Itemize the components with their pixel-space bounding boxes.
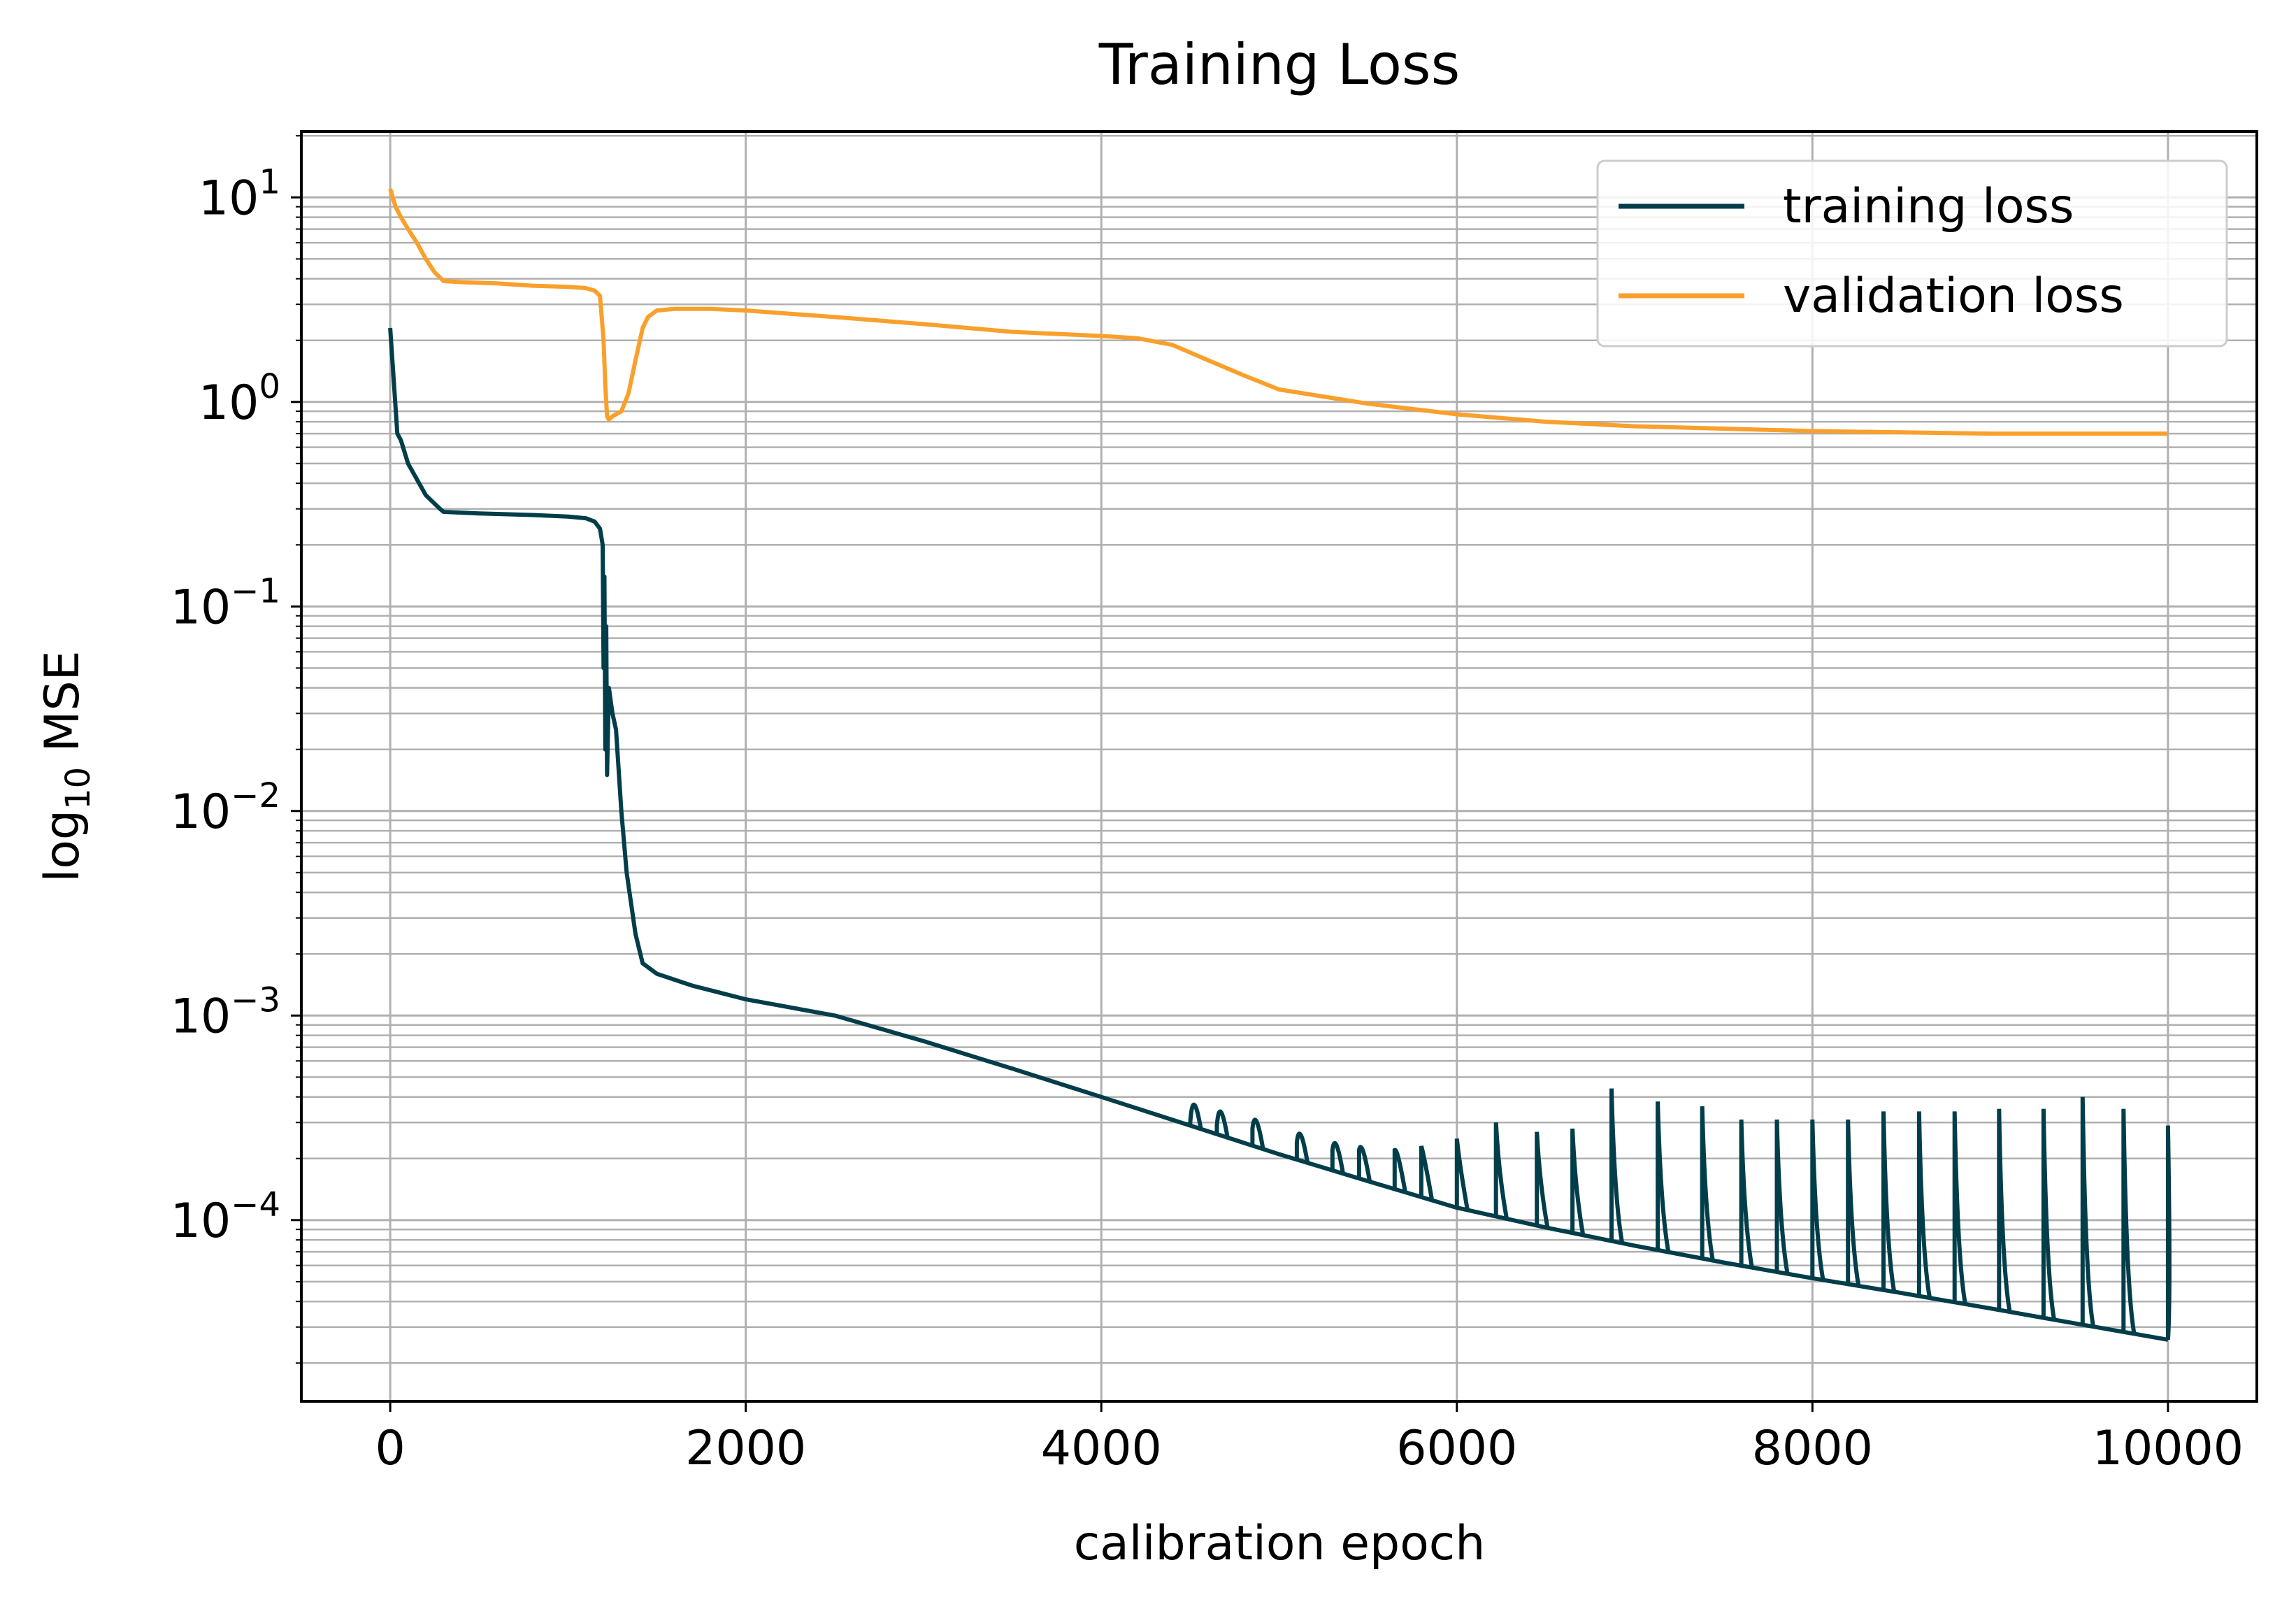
x-tick-label: 8000	[1752, 1421, 1873, 1476]
training-loss-spike	[1916, 1111, 1932, 1299]
series-line-training-loss	[388, 327, 2169, 1342]
legend-label-training-loss: training loss	[1783, 179, 2074, 234]
training-loss-spike	[1846, 1120, 1861, 1287]
training-loss-spike	[1214, 1109, 1230, 1138]
training-loss-spike	[2041, 1108, 2057, 1320]
series-lines	[388, 188, 2172, 1342]
training-loss-spike	[1656, 1101, 1671, 1253]
training-loss-spike	[1419, 1145, 1435, 1201]
y-tick-label: 10−1	[171, 571, 280, 635]
training-loss-spike	[1739, 1120, 1754, 1268]
plot-frame	[300, 130, 2258, 1403]
training-loss-spike	[1294, 1131, 1310, 1164]
training-loss-spike	[1700, 1106, 1715, 1261]
training-loss-spike	[1570, 1128, 1586, 1236]
training-loss-spike	[1535, 1131, 1550, 1229]
training-loss-spike	[1330, 1141, 1345, 1174]
y-tick-label: 100	[199, 367, 280, 431]
series-line-validation-loss	[388, 188, 2168, 436]
y-axis-label: log10 MSE	[35, 650, 98, 882]
y-tick-label-base: 10	[171, 1194, 231, 1249]
x-tick-label: 4000	[1041, 1421, 1162, 1476]
training-loss-spike	[1774, 1120, 1790, 1275]
y-tick-label: 101	[199, 162, 280, 226]
grid	[301, 131, 2257, 1401]
y-tick-label-exponent: −1	[231, 571, 280, 610]
x-tick-label: 10000	[2093, 1421, 2244, 1476]
training-loss-spike	[1356, 1145, 1372, 1182]
y-axis-label-rest: MSE	[35, 650, 90, 766]
training-loss-spike	[1392, 1147, 1407, 1193]
training-loss-spike	[2165, 1125, 2172, 1340]
y-axis-label-subscript: 10	[59, 767, 98, 810]
y-tick-label-exponent: −2	[231, 776, 280, 815]
training-loss-spike	[1454, 1138, 1470, 1211]
x-tick-label: 2000	[685, 1421, 806, 1476]
y-tick-label-base: 10	[199, 376, 259, 431]
x-tick-label: 6000	[1396, 1421, 1517, 1476]
training-loss-spike	[2080, 1096, 2096, 1327]
training-loss-spike	[1609, 1088, 1625, 1244]
y-tick-label-base: 10	[171, 989, 231, 1044]
y-tick-label: 10−3	[171, 980, 280, 1044]
y-tick-label-exponent: 1	[259, 162, 280, 201]
training-loss-spike	[1493, 1122, 1509, 1220]
y-tick-label-exponent: −4	[231, 1185, 280, 1224]
legend: training loss validation loss	[1596, 159, 2228, 348]
y-tick-label-base: 10	[171, 580, 231, 635]
y-tick-label-exponent: −3	[231, 980, 280, 1020]
y-tick-label-exponent: 0	[259, 367, 280, 406]
y-tick-label-base: 10	[171, 785, 231, 840]
y-tick-label: 10−4	[171, 1185, 280, 1249]
axis-ticks: 0 2000 4000 6000 8000 1000010110010−110−210−3…	[171, 135, 2244, 1476]
training-loss-spike	[1952, 1111, 1967, 1305]
legend-label-validation-loss: validation loss	[1783, 269, 2124, 324]
y-tick-label-base: 10	[199, 171, 259, 226]
training-loss-spike	[1188, 1102, 1203, 1130]
training-loss-spike	[1881, 1111, 1897, 1292]
training-loss-spike	[1250, 1117, 1265, 1150]
training-loss-spike	[1810, 1120, 1825, 1280]
y-axis-label-base: log	[35, 810, 90, 882]
x-tick-label: 0	[375, 1421, 406, 1476]
training-loss-spike	[1997, 1108, 2012, 1313]
chart-title: Training Loss	[1098, 32, 1461, 97]
training-loss-spike	[2121, 1108, 2137, 1335]
y-tick-label: 10−2	[171, 776, 280, 840]
legend-box	[1596, 159, 2228, 348]
x-axis-label: calibration epoch	[1074, 1516, 1486, 1571]
